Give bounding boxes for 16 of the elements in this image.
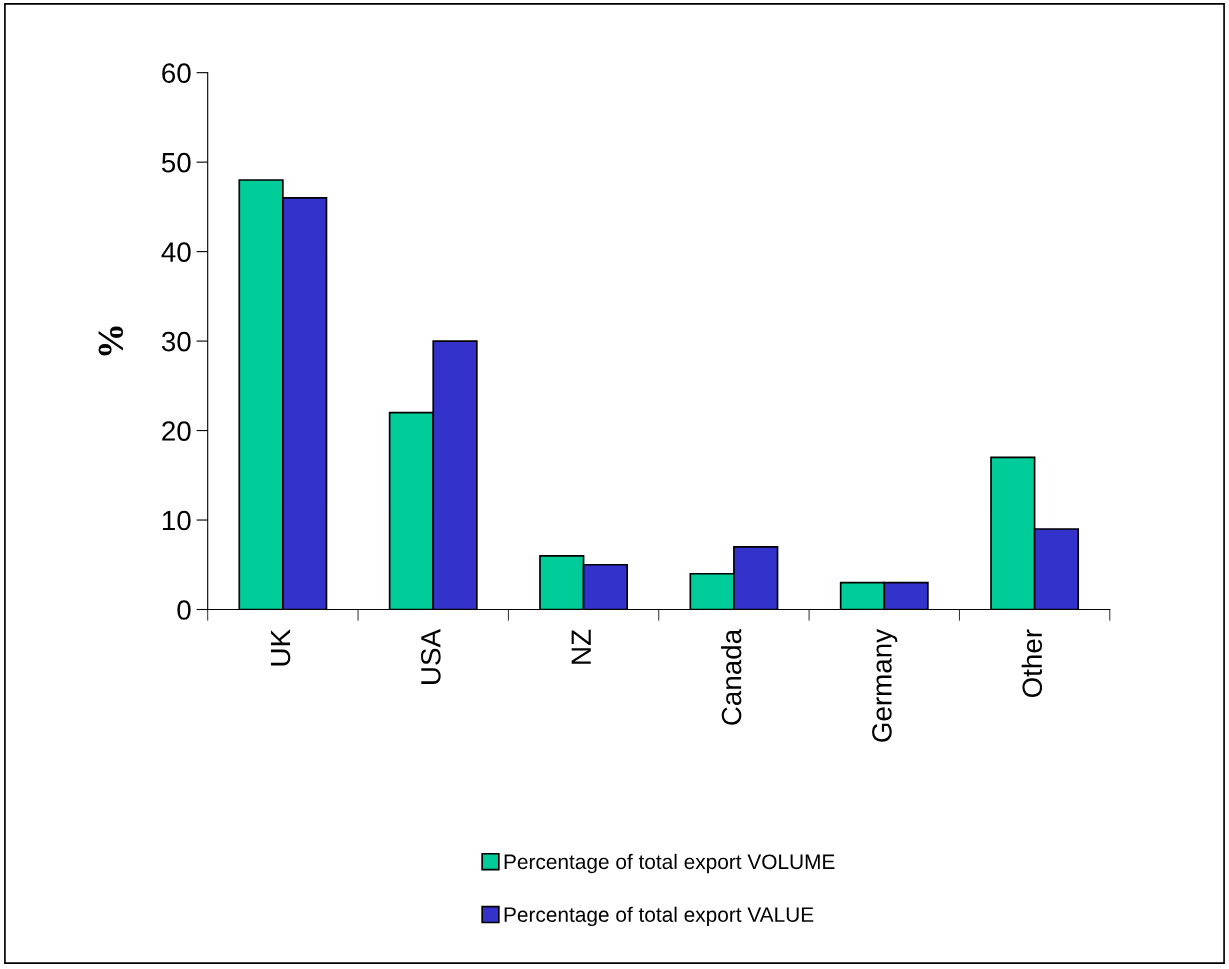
y-tick-label: 50 bbox=[161, 152, 191, 173]
x-tick-label: NZ bbox=[571, 629, 591, 664]
y-tick-label: 0 bbox=[177, 600, 191, 620]
y-tick-label: 30 bbox=[161, 331, 191, 352]
legend-label: Percentage of total export VALUE bbox=[504, 906, 814, 927]
x-tick-label: UK bbox=[270, 629, 291, 666]
x-tick-label: USA bbox=[421, 629, 441, 684]
x-tick-label: Canada bbox=[720, 628, 742, 725]
y-tick-label: 10 bbox=[162, 510, 191, 531]
y-tick-label: 60 bbox=[162, 63, 191, 84]
x-tick-label: Germany bbox=[872, 628, 898, 742]
x-tick-label: Other bbox=[1021, 629, 1043, 698]
legend-label: Percentage of total export VOLUME bbox=[504, 853, 835, 874]
y-tick-label: 40 bbox=[161, 242, 191, 262]
y-tick-label: 20 bbox=[162, 421, 191, 441]
y-axis-title: % bbox=[98, 326, 124, 356]
